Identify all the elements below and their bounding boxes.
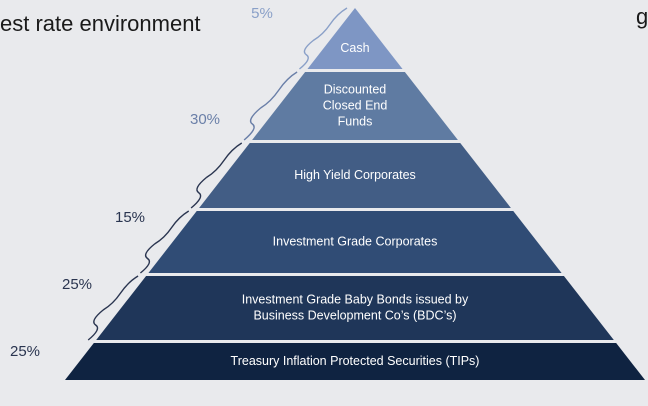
pyramid-layer	[96, 276, 614, 340]
title-fragment: est rate environment	[0, 11, 201, 36]
percent-label: 5%	[251, 5, 273, 22]
bracket	[190, 142, 243, 209]
percent-label: 15%	[115, 209, 145, 226]
layer-label: Business Development Co’s (BDC’s)	[253, 308, 456, 322]
bracket	[243, 71, 298, 141]
layer-label: Funds	[338, 114, 373, 128]
layer-label: Treasury Inflation Protected Securities …	[231, 354, 480, 368]
layer-label: Discounted	[324, 82, 387, 96]
layer-label: Cash	[340, 41, 369, 55]
pyramid-layer	[148, 211, 562, 273]
percent-label: 25%	[10, 343, 40, 360]
pyramid-layer	[199, 143, 511, 208]
pyramid-layer	[65, 343, 645, 380]
layer-label: High Yield Corporates	[294, 168, 416, 182]
percent-label: 30%	[190, 111, 220, 128]
pyramid-layer	[307, 8, 403, 69]
bracket	[139, 210, 190, 274]
title-fragment-right: g	[636, 4, 648, 29]
layer-label: Investment Grade Baby Bonds issued by	[242, 292, 469, 306]
bracket	[87, 275, 139, 341]
bracket	[299, 7, 348, 70]
layer-label: Investment Grade Corporates	[273, 234, 438, 248]
layer-label: Closed End	[323, 98, 388, 112]
percent-label: 25%	[62, 276, 92, 293]
pyramid-layer	[252, 72, 458, 140]
